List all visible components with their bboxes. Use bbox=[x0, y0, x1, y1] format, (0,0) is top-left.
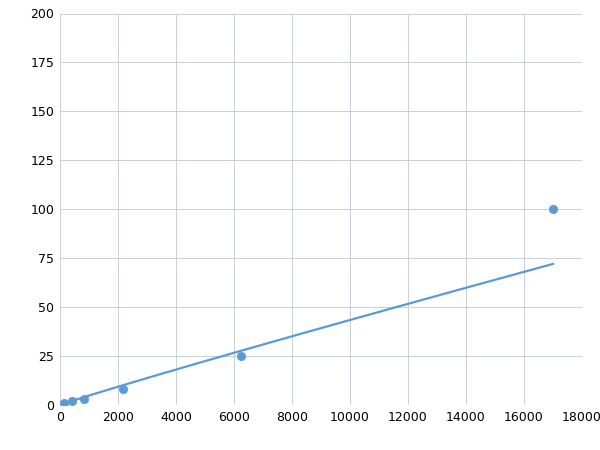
Point bbox=[79, 396, 89, 403]
Point bbox=[59, 400, 69, 407]
Point bbox=[67, 397, 77, 405]
Point bbox=[548, 206, 558, 213]
Point bbox=[118, 386, 127, 393]
Point bbox=[236, 352, 246, 360]
